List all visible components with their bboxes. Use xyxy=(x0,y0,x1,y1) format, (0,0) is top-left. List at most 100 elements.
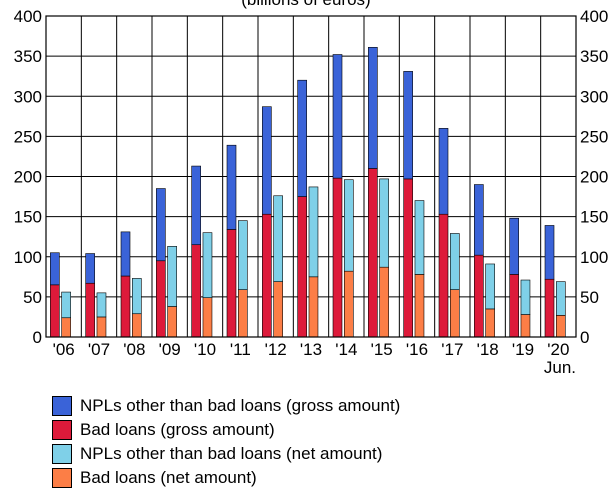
bar-segment xyxy=(156,260,166,338)
y-tick-label-left: 300 xyxy=(14,87,42,106)
bar-segment xyxy=(450,289,460,338)
y-tick-label-left: 250 xyxy=(14,127,42,146)
bar-segment xyxy=(191,165,201,246)
bar-segment xyxy=(132,313,142,338)
bar-segment xyxy=(167,306,177,338)
bar-segment xyxy=(297,79,307,197)
bar-segment xyxy=(85,282,95,338)
bar-segment xyxy=(238,289,248,338)
bar-segment xyxy=(403,71,413,180)
bar-segment xyxy=(485,308,495,338)
bar-segment xyxy=(344,179,354,272)
bar-segment xyxy=(132,278,142,315)
bar-segment xyxy=(403,178,413,338)
bar-segment xyxy=(96,316,107,338)
bar-segment xyxy=(438,213,449,338)
bar-segment xyxy=(368,46,378,169)
y-tick-label-right: 300 xyxy=(580,87,608,106)
x-tick-label: '15 xyxy=(371,340,393,359)
bar-segment xyxy=(262,106,272,215)
legend-item: Bad loans (net amount) xyxy=(52,466,400,490)
bar-segment xyxy=(344,270,354,338)
legend-label: Bad loans (net amount) xyxy=(80,468,257,487)
legend-label: NPLs other than bad loans (gross amount) xyxy=(80,396,401,415)
x-tick-label: '18 xyxy=(477,340,499,359)
bar-segment xyxy=(191,244,201,338)
bar-segment xyxy=(202,297,213,338)
legend-item: Bad loans (gross amount) xyxy=(52,418,400,442)
x-tick-label: '07 xyxy=(88,340,110,359)
bar-segment xyxy=(414,274,425,338)
y-tick-label-left: 0 xyxy=(33,328,42,347)
bar-segment xyxy=(50,284,60,338)
y-tick-label-right: 0 xyxy=(580,328,589,347)
bar-segment xyxy=(96,292,107,318)
bar-segment xyxy=(238,220,248,290)
y-tick-label-right: 350 xyxy=(580,47,608,66)
legend-label: NPLs other than bad loans (net amount) xyxy=(80,444,383,463)
x-tick-label: '09 xyxy=(159,340,181,359)
y-tick-label-right: 50 xyxy=(580,288,599,307)
x-tick-label: '14 xyxy=(335,340,357,359)
bar-segment xyxy=(226,229,237,338)
chart-title: (billions of euros) xyxy=(241,0,370,9)
bar-segment xyxy=(120,275,131,338)
bar-segment xyxy=(379,266,389,338)
y-tick-label-left: 100 xyxy=(14,248,42,267)
x-tick-label: '08 xyxy=(123,340,145,359)
x-tick-label: '10 xyxy=(194,340,216,359)
x-axis-note: Jun. xyxy=(544,358,576,377)
legend-swatch xyxy=(52,396,72,416)
bar-segment xyxy=(368,168,378,338)
bar-segment xyxy=(556,315,566,338)
y-tick-label-right: 400 xyxy=(580,7,608,26)
bar-segment xyxy=(61,291,71,319)
bar-segment xyxy=(332,177,343,338)
bar-segment xyxy=(474,254,484,338)
legend-label: Bad loans (gross amount) xyxy=(80,420,275,439)
axes xyxy=(45,15,577,338)
bar-segment xyxy=(85,253,95,284)
y-tick-label-right: 250 xyxy=(580,127,608,146)
x-tick-label: '17 xyxy=(441,340,463,359)
bar-segment xyxy=(61,317,71,338)
plot-frame xyxy=(45,15,577,338)
x-tick-label: '11 xyxy=(230,340,251,359)
legend-item: NPLs other than bad loans (net amount) xyxy=(52,442,400,466)
legend-item: NPLs other than bad loans (gross amount) xyxy=(52,394,400,418)
bars xyxy=(50,46,566,338)
bar-segment xyxy=(332,54,343,179)
y-tick-label-left: 50 xyxy=(23,288,42,307)
npl-chart: (billions of euros) 0 0 50 50 100 100 150 150 20… xyxy=(14,0,609,377)
bar-segment xyxy=(226,144,237,230)
bar-segment xyxy=(156,188,166,262)
bar-segment xyxy=(520,279,531,315)
x-tick-label: '06 xyxy=(53,340,75,359)
bar-segment xyxy=(308,186,319,278)
bar-segment xyxy=(544,225,555,280)
bar-segment xyxy=(50,252,60,286)
x-tick-label: '20 xyxy=(547,340,569,359)
bar-segment xyxy=(414,200,425,275)
y-tick-label-left: 350 xyxy=(14,47,42,66)
bar-segment xyxy=(556,281,566,316)
y-tick-label-right: 200 xyxy=(580,168,608,187)
y-tick-label-right: 150 xyxy=(580,208,608,227)
legend: NPLs other than bad loans (gross amount)… xyxy=(52,394,400,490)
legend-swatch xyxy=(52,468,72,488)
bar-segment xyxy=(379,178,389,268)
y-tick-label-left: 400 xyxy=(14,7,42,26)
x-tick-label: '16 xyxy=(406,340,428,359)
bar-segment xyxy=(520,314,531,338)
bar-segment xyxy=(509,274,519,338)
bar-segment xyxy=(273,281,283,338)
bar-segment xyxy=(308,276,319,338)
y-tick-label-left: 200 xyxy=(14,168,42,187)
legend-swatch xyxy=(52,444,72,464)
bar-segment xyxy=(273,195,283,282)
bar-segment xyxy=(262,213,272,338)
bar-segment xyxy=(297,196,307,338)
x-tick-label: '19 xyxy=(512,340,534,359)
bar-segment xyxy=(474,184,484,256)
bar-segment xyxy=(438,128,449,215)
